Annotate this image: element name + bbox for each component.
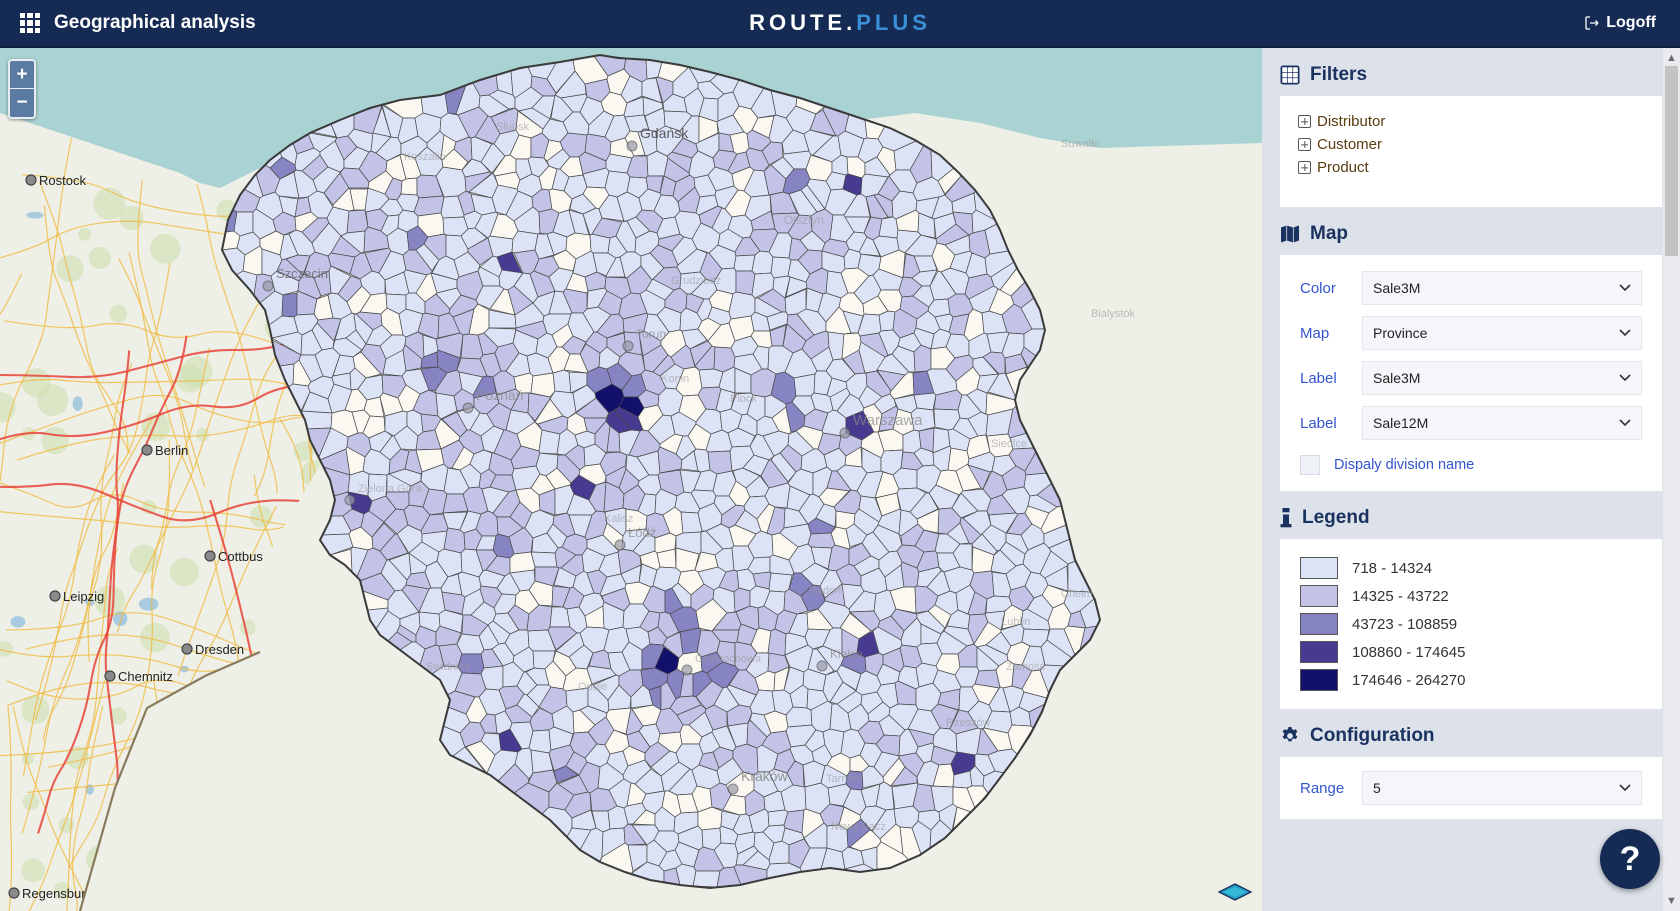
svg-text:Olsztyn: Olsztyn <box>784 213 824 227</box>
svg-text:Opole: Opole <box>578 681 607 693</box>
svg-text:Kielce: Kielce <box>830 647 863 661</box>
svg-text:Bialystok: Bialystok <box>1091 308 1136 320</box>
svg-text:Siedlce: Siedlce <box>991 438 1027 450</box>
svg-text:Grudziadz: Grudziadz <box>671 275 721 287</box>
svg-text:Swidnica: Swidnica <box>426 661 471 673</box>
svg-text:Rostock: Rostock <box>39 173 86 188</box>
svg-text:Częstochowa: Częstochowa <box>695 653 762 665</box>
svg-text:Gdańsk: Gdańsk <box>640 125 689 141</box>
svg-text:Kalisz: Kalisz <box>604 513 633 525</box>
svg-text:Koszalin: Koszalin <box>404 151 446 163</box>
svg-text:Lublin: Lublin <box>1001 616 1030 628</box>
svg-text:Konin: Konin <box>661 373 689 385</box>
svg-text:Rzeszów: Rzeszów <box>946 717 991 729</box>
svg-text:Warszawa: Warszawa <box>853 412 923 429</box>
svg-text:Cottbus: Cottbus <box>218 549 263 564</box>
svg-text:Berlin: Berlin <box>155 443 188 458</box>
svg-text:Chełm: Chełm <box>1061 588 1093 600</box>
svg-text:Chemnitz: Chemnitz <box>118 669 173 684</box>
svg-text:Dresden: Dresden <box>195 642 244 657</box>
svg-text:Nowy Sącz: Nowy Sącz <box>831 821 886 833</box>
svg-text:Torun: Torun <box>636 327 666 341</box>
svg-text:Leipzig: Leipzig <box>63 589 104 604</box>
svg-text:Poznań: Poznań <box>476 387 523 403</box>
svg-text:Regensburg: Regensburg <box>22 886 93 901</box>
svg-text:Radom: Radom <box>809 585 844 597</box>
svg-text:Łódź: Łódź <box>628 525 656 540</box>
svg-text:Zielona Góra: Zielona Góra <box>358 483 422 495</box>
svg-text:Szczecin: Szczecin <box>276 266 328 281</box>
svg-text:Zamość: Zamość <box>1006 661 1046 673</box>
svg-text:Suwalki: Suwalki <box>1061 138 1099 150</box>
svg-text:Kraków: Kraków <box>741 768 789 784</box>
svg-text:Tarnów: Tarnów <box>826 773 862 785</box>
svg-text:Slupsk: Slupsk <box>496 121 530 133</box>
svg-text:Plock: Plock <box>730 393 757 405</box>
